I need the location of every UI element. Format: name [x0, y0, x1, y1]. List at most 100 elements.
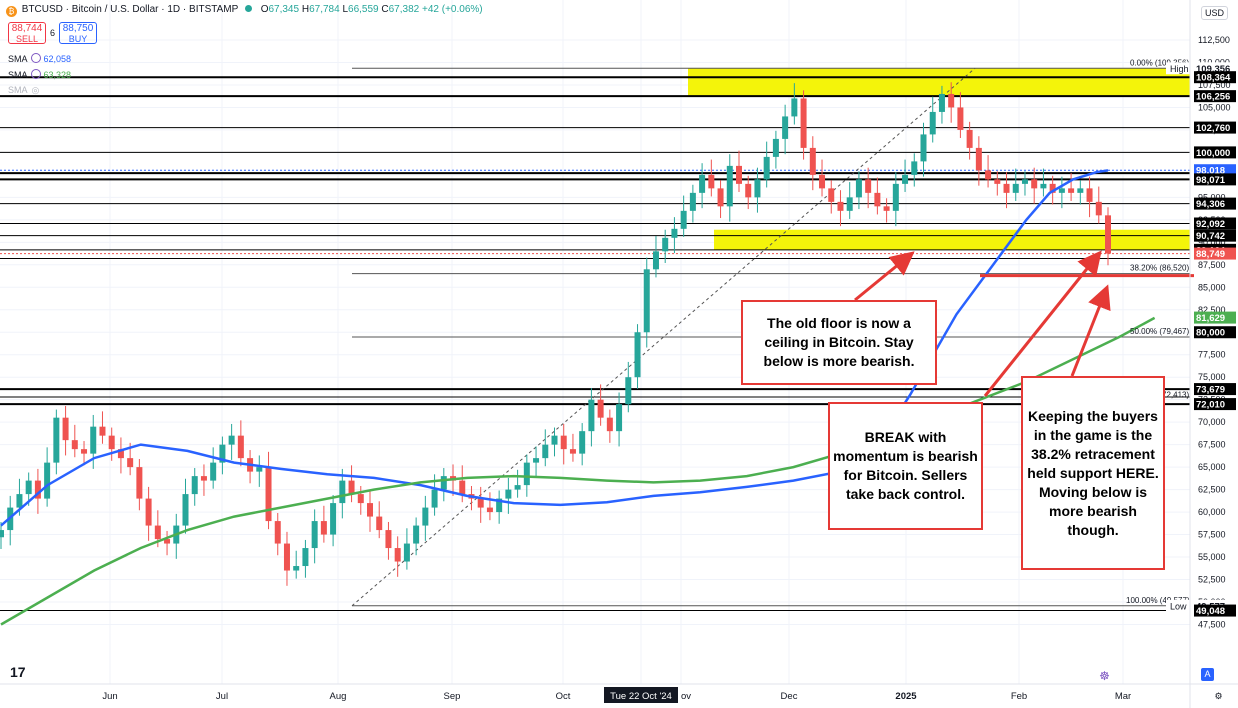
candle-body [219, 444, 226, 463]
candle-body [237, 435, 244, 459]
auto-scale-button[interactable]: A [1201, 668, 1214, 681]
candle-body [265, 467, 272, 522]
candle-body [938, 93, 945, 112]
price-tag-label: 73,679 [1196, 385, 1225, 396]
price-tag-label: 92,092 [1196, 219, 1225, 230]
candle-body [311, 521, 318, 549]
hidden-eye-icon[interactable]: ◎ [31, 85, 40, 95]
candle-body [164, 539, 171, 544]
candle-body [136, 467, 143, 499]
candle-body [523, 462, 530, 486]
symbol-header[interactable]: ₿ BTCUSD · Bitcoin / U.S. Dollar · 1D · … [6, 4, 483, 17]
time-tick-label: Sep [444, 691, 461, 702]
candle-body [809, 147, 816, 175]
candle-body [496, 498, 503, 513]
price-tick-label: 82,500 [1198, 305, 1226, 315]
candle-body [200, 476, 207, 481]
candle-body [736, 165, 742, 184]
candle-body [1012, 183, 1019, 193]
price-tag [1194, 398, 1236, 411]
candle-body [117, 449, 124, 459]
candle-body [1068, 188, 1075, 193]
candle-body [191, 476, 198, 495]
price-tick-label: 67,500 [1198, 440, 1226, 450]
candle-body [228, 435, 235, 445]
price-tag-badge-label: High [1170, 64, 1189, 74]
gridlines [0, 0, 1190, 684]
candle-body [320, 521, 327, 535]
candle-body [16, 494, 23, 508]
crosshair-date-tag [604, 687, 678, 703]
fib-label: 100.00% (49,577) [1126, 596, 1190, 605]
candle-body [53, 417, 60, 463]
sell-button[interactable]: 88,744 SELL [8, 22, 46, 44]
buy-button[interactable]: 88,750 BUY [59, 22, 98, 44]
candle-body [505, 489, 512, 499]
ohlc-readout: O67,345 H67,784 L66,559 C67,382 +42 (+0.… [260, 4, 483, 15]
sma-settings-icon[interactable] [30, 69, 41, 79]
candle-body [597, 399, 604, 418]
candle-body [1086, 188, 1093, 202]
candle-body [625, 377, 632, 405]
price-tag [1194, 62, 1236, 75]
candle-body [560, 435, 567, 450]
candle-body [514, 485, 521, 490]
candlesticks [0, 82, 1111, 586]
sma-indicator-1[interactable]: SMA 62,058 [8, 53, 72, 64]
candle-body [745, 183, 752, 198]
sell-buy-panel: 88,744 SELL 6 88,750 BUY [8, 22, 98, 44]
candle-body [652, 251, 659, 270]
price-tick-label: 105,000 [1198, 102, 1231, 112]
candle-body [357, 494, 364, 504]
fib-diagonal [351, 67, 976, 607]
price-tag-label: 98,071 [1196, 175, 1226, 186]
candle-body [431, 489, 438, 508]
gear-icon[interactable]: ⚙ [1214, 691, 1223, 701]
time-tick-label: Jul [216, 691, 228, 702]
market-status-icon [244, 5, 252, 12]
candle-body [440, 476, 447, 490]
candle-body [699, 174, 706, 193]
price-tick-label: 112,500 [1198, 35, 1230, 45]
price-tag-label: 49,048 [1196, 606, 1225, 617]
candle-body [819, 174, 826, 189]
price-tick-label: 47,500 [1198, 619, 1226, 629]
candle-body [81, 449, 88, 454]
candle-body [975, 147, 982, 171]
candle-body [708, 174, 715, 189]
price-tag-label: 100,000 [1196, 148, 1230, 159]
candle-body [874, 192, 881, 207]
candle-body [108, 435, 115, 450]
price-tag-badge-label: Low [1170, 601, 1187, 611]
candle-body [865, 179, 872, 193]
price-tick-label: 90,000 [1198, 237, 1226, 247]
alert-icon[interactable]: ☸ [1099, 669, 1110, 683]
callout-old-floor: The old floor is now a ceiling in Bitcoi… [741, 300, 937, 385]
candle-body [330, 503, 337, 535]
candle-body [828, 188, 835, 202]
price-tick-label: 75,000 [1198, 372, 1226, 382]
annotation-arrows [854, 250, 1194, 397]
time-tick-label: Aug [330, 691, 347, 702]
candle-body [99, 426, 106, 436]
candle-body [911, 161, 918, 175]
candle-body [154, 525, 161, 540]
bitcoin-logo-icon: ₿ [6, 6, 17, 17]
price-tag [1194, 121, 1236, 134]
sma-indicator-3[interactable]: SMA ◎ [8, 85, 40, 95]
support-resistance-zones [688, 68, 1190, 250]
candle-body [966, 129, 973, 148]
callout-break-momentum: BREAK with momentum is bearish for Bitco… [828, 402, 983, 530]
sma-indicator-2[interactable]: SMA 63,328 [8, 69, 72, 80]
price-tag-label: 106,256 [1196, 92, 1230, 103]
candle-body [855, 179, 862, 198]
candle-body [772, 138, 779, 157]
candle-body [71, 440, 78, 450]
sma-settings-icon[interactable] [30, 53, 41, 63]
currency-selector[interactable]: USD [1200, 6, 1228, 20]
sma-blue-line [0, 169, 1109, 527]
candle-body [634, 332, 641, 378]
candle-body [0, 530, 4, 538]
